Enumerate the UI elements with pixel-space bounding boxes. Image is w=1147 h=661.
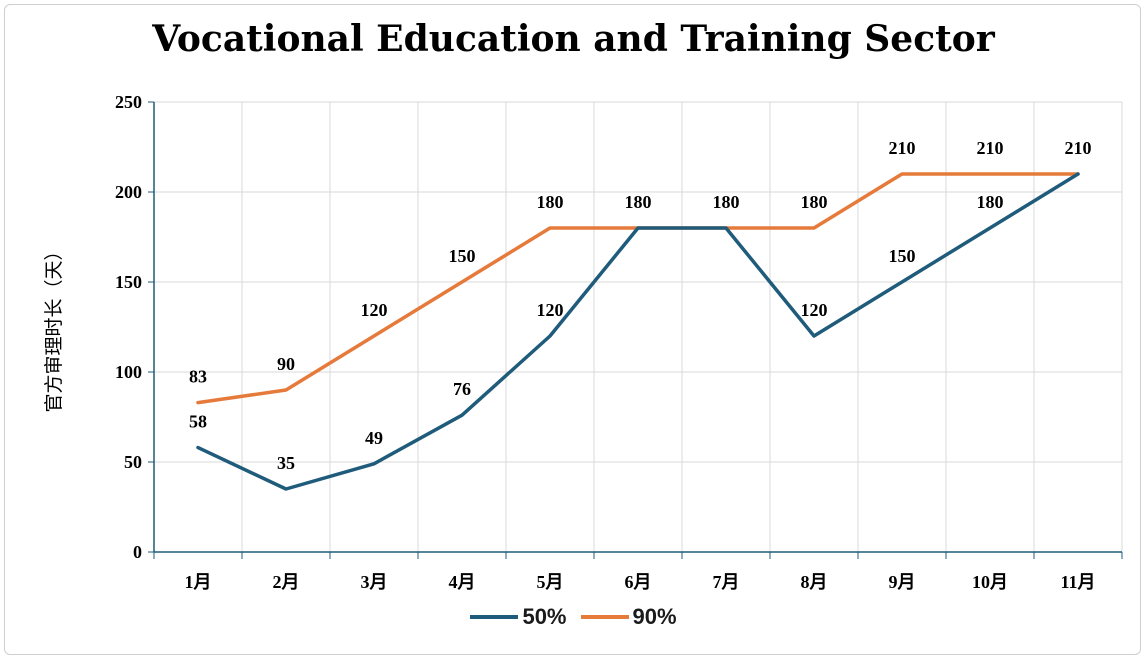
data-label-50-3: 49 [365,428,383,448]
data-label-90-5: 180 [537,192,564,212]
x-tick-label-6: 6月 [625,572,652,592]
axes [148,101,1123,559]
data-label-50-9: 150 [889,246,916,266]
x-tick-label-11: 11月 [1060,572,1095,592]
legend-item-50[interactable]: 50% [470,604,567,630]
gridlines [154,101,1123,552]
series-lines [196,172,1080,491]
data-label-90-1: 83 [189,367,207,387]
legend-label-50: 50% [522,604,567,629]
data-label-90-9: 210 [889,138,916,158]
y-tick-label-250: 250 [115,92,142,112]
data-label-50-8: 120 [801,300,828,320]
y-tick-label-0: 0 [133,542,142,562]
series-line-50 [196,172,1080,491]
x-tick-labels: 1月 2月 3月 4月 5月 6月 7月 8月 9月 10月 11月 [185,572,1096,592]
x-tick-label-8: 8月 [801,572,828,592]
x-tick-label-5: 5月 [537,572,564,592]
data-label-90-8: 180 [801,192,828,212]
x-tick-label-2: 2月 [273,572,300,592]
legend-item-90[interactable]: 90% [580,604,677,630]
legend-swatch-90 [580,615,629,619]
data-label-90-2: 90 [277,354,295,374]
chart-title: Vocational Education and Training Sector [152,18,995,60]
data-label-90-10: 210 [977,138,1004,158]
legend: 50% 90% [0,604,1147,630]
data-label-90-7: 180 [713,192,740,212]
data-label-50-4: 76 [453,379,471,399]
x-tick-label-7: 7月 [713,572,740,592]
legend-label-90: 90% [632,604,677,629]
x-tick-label-3: 3月 [361,572,388,592]
y-tick-label-50: 50 [124,452,142,472]
data-label-90-11: 210 [1065,138,1092,158]
data-label-50-10: 180 [977,192,1004,212]
data-label-90-4: 150 [449,246,476,266]
y-tick-label-100: 100 [115,362,142,382]
x-tick-label-1: 1月 [185,572,212,592]
y-tick-label-150: 150 [115,272,142,292]
y-tick-labels: 0 50 100 150 200 250 [115,92,142,562]
data-label-50-2: 35 [277,453,295,473]
data-label-90-6: 180 [625,192,652,212]
data-label-50-5: 120 [537,300,564,320]
chart-frame [4,4,1141,655]
y-axis-label: 官方审理时长（天） [43,241,65,412]
x-tick-label-4: 4月 [449,572,476,592]
y-tick-label-200: 200 [115,182,142,202]
legend-swatch-50 [470,615,519,619]
data-label-90-3: 120 [361,300,388,320]
x-tick-label-10: 10月 [972,572,1008,592]
x-tick-label-9: 9月 [889,572,916,592]
data-labels: 58 35 49 76 120 120 150 180 83 90 120 150 180 180 180 1… [189,138,1092,473]
data-label-50-1: 58 [189,412,207,432]
